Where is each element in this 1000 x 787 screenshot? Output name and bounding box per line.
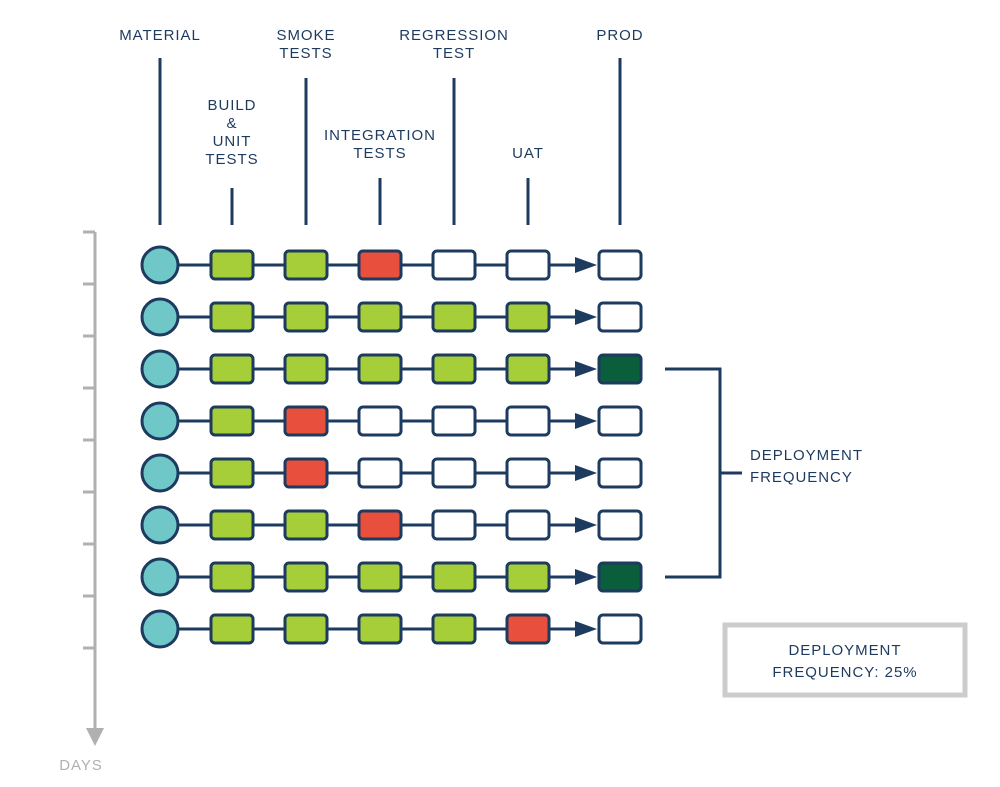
pipeline-row xyxy=(142,455,641,491)
stage-box xyxy=(507,459,549,487)
stage-box xyxy=(599,459,641,487)
frequency-label: DEPLOYMENTFREQUENCY xyxy=(750,447,863,486)
arrow-icon xyxy=(575,361,597,377)
material-node xyxy=(142,559,178,595)
stage-box xyxy=(211,355,253,383)
pipeline-row xyxy=(142,247,641,283)
pipeline-row xyxy=(142,559,641,595)
arrow-icon xyxy=(575,413,597,429)
stage-label: PROD xyxy=(596,27,643,44)
stage-box xyxy=(285,563,327,591)
stage-box xyxy=(433,251,475,279)
stage-box xyxy=(599,615,641,643)
stage-box xyxy=(211,303,253,331)
material-node xyxy=(142,455,178,491)
stage-box xyxy=(285,355,327,383)
stage-box xyxy=(285,407,327,435)
stage-label: MATERIAL xyxy=(119,27,201,44)
frequency-bracket xyxy=(665,369,742,577)
material-node xyxy=(142,403,178,439)
material-node xyxy=(142,507,178,543)
stage-box xyxy=(599,563,641,591)
arrow-icon xyxy=(575,465,597,481)
arrow-icon xyxy=(575,257,597,273)
summary-box: DEPLOYMENTFREQUENCY: 25% xyxy=(725,625,965,695)
stage-box xyxy=(211,511,253,539)
stage-box xyxy=(285,303,327,331)
arrow-icon xyxy=(575,517,597,533)
stage-box xyxy=(211,459,253,487)
pipeline-row xyxy=(142,403,641,439)
stage-label: UAT xyxy=(512,145,544,162)
stage-label: REGRESSIONTEST xyxy=(399,27,509,62)
stage-box xyxy=(433,459,475,487)
stage-box xyxy=(211,251,253,279)
days-axis xyxy=(83,232,104,746)
stage-box xyxy=(359,459,401,487)
stage-box xyxy=(507,407,549,435)
deployment-diagram: MATERIAL BUILD&UNITTESTS SMOKETESTS INTEGRA… xyxy=(0,0,1000,787)
pipeline-row xyxy=(142,351,641,387)
stage-box xyxy=(433,407,475,435)
material-node xyxy=(142,611,178,647)
stage-box xyxy=(359,511,401,539)
pipeline-row xyxy=(142,507,641,543)
stage-box xyxy=(433,563,475,591)
stage-box xyxy=(507,615,549,643)
stage-box xyxy=(359,251,401,279)
stage-box xyxy=(599,407,641,435)
stage-box xyxy=(433,303,475,331)
stage-box xyxy=(359,407,401,435)
pipeline-row xyxy=(142,299,641,335)
arrow-icon xyxy=(575,309,597,325)
stage-box xyxy=(507,511,549,539)
stage-box xyxy=(433,355,475,383)
stage-box xyxy=(211,563,253,591)
stage-box xyxy=(285,251,327,279)
stage-box xyxy=(285,459,327,487)
stage-box xyxy=(211,615,253,643)
material-node xyxy=(142,351,178,387)
stage-label: BUILD&UNITTESTS xyxy=(205,97,258,168)
stage-box xyxy=(507,251,549,279)
stage-box xyxy=(285,615,327,643)
stage-box xyxy=(359,615,401,643)
days-label: DAYS xyxy=(59,757,103,774)
arrow-icon xyxy=(575,569,597,585)
stage-box xyxy=(285,511,327,539)
material-node xyxy=(142,299,178,335)
stage-box xyxy=(507,563,549,591)
stage-box xyxy=(359,303,401,331)
stage-box xyxy=(599,511,641,539)
stage-label: INTEGRATIONTESTS xyxy=(324,127,436,162)
stage-box xyxy=(359,563,401,591)
stage-box xyxy=(599,251,641,279)
stage-box xyxy=(507,303,549,331)
stage-label: SMOKETESTS xyxy=(277,27,336,62)
stage-box xyxy=(433,615,475,643)
stage-box xyxy=(211,407,253,435)
material-node xyxy=(142,247,178,283)
stage-box xyxy=(359,355,401,383)
stage-box xyxy=(433,511,475,539)
stage-box xyxy=(599,303,641,331)
stage-box xyxy=(599,355,641,383)
stage-box xyxy=(507,355,549,383)
arrow-icon xyxy=(575,621,597,637)
pipeline-row xyxy=(142,611,641,647)
